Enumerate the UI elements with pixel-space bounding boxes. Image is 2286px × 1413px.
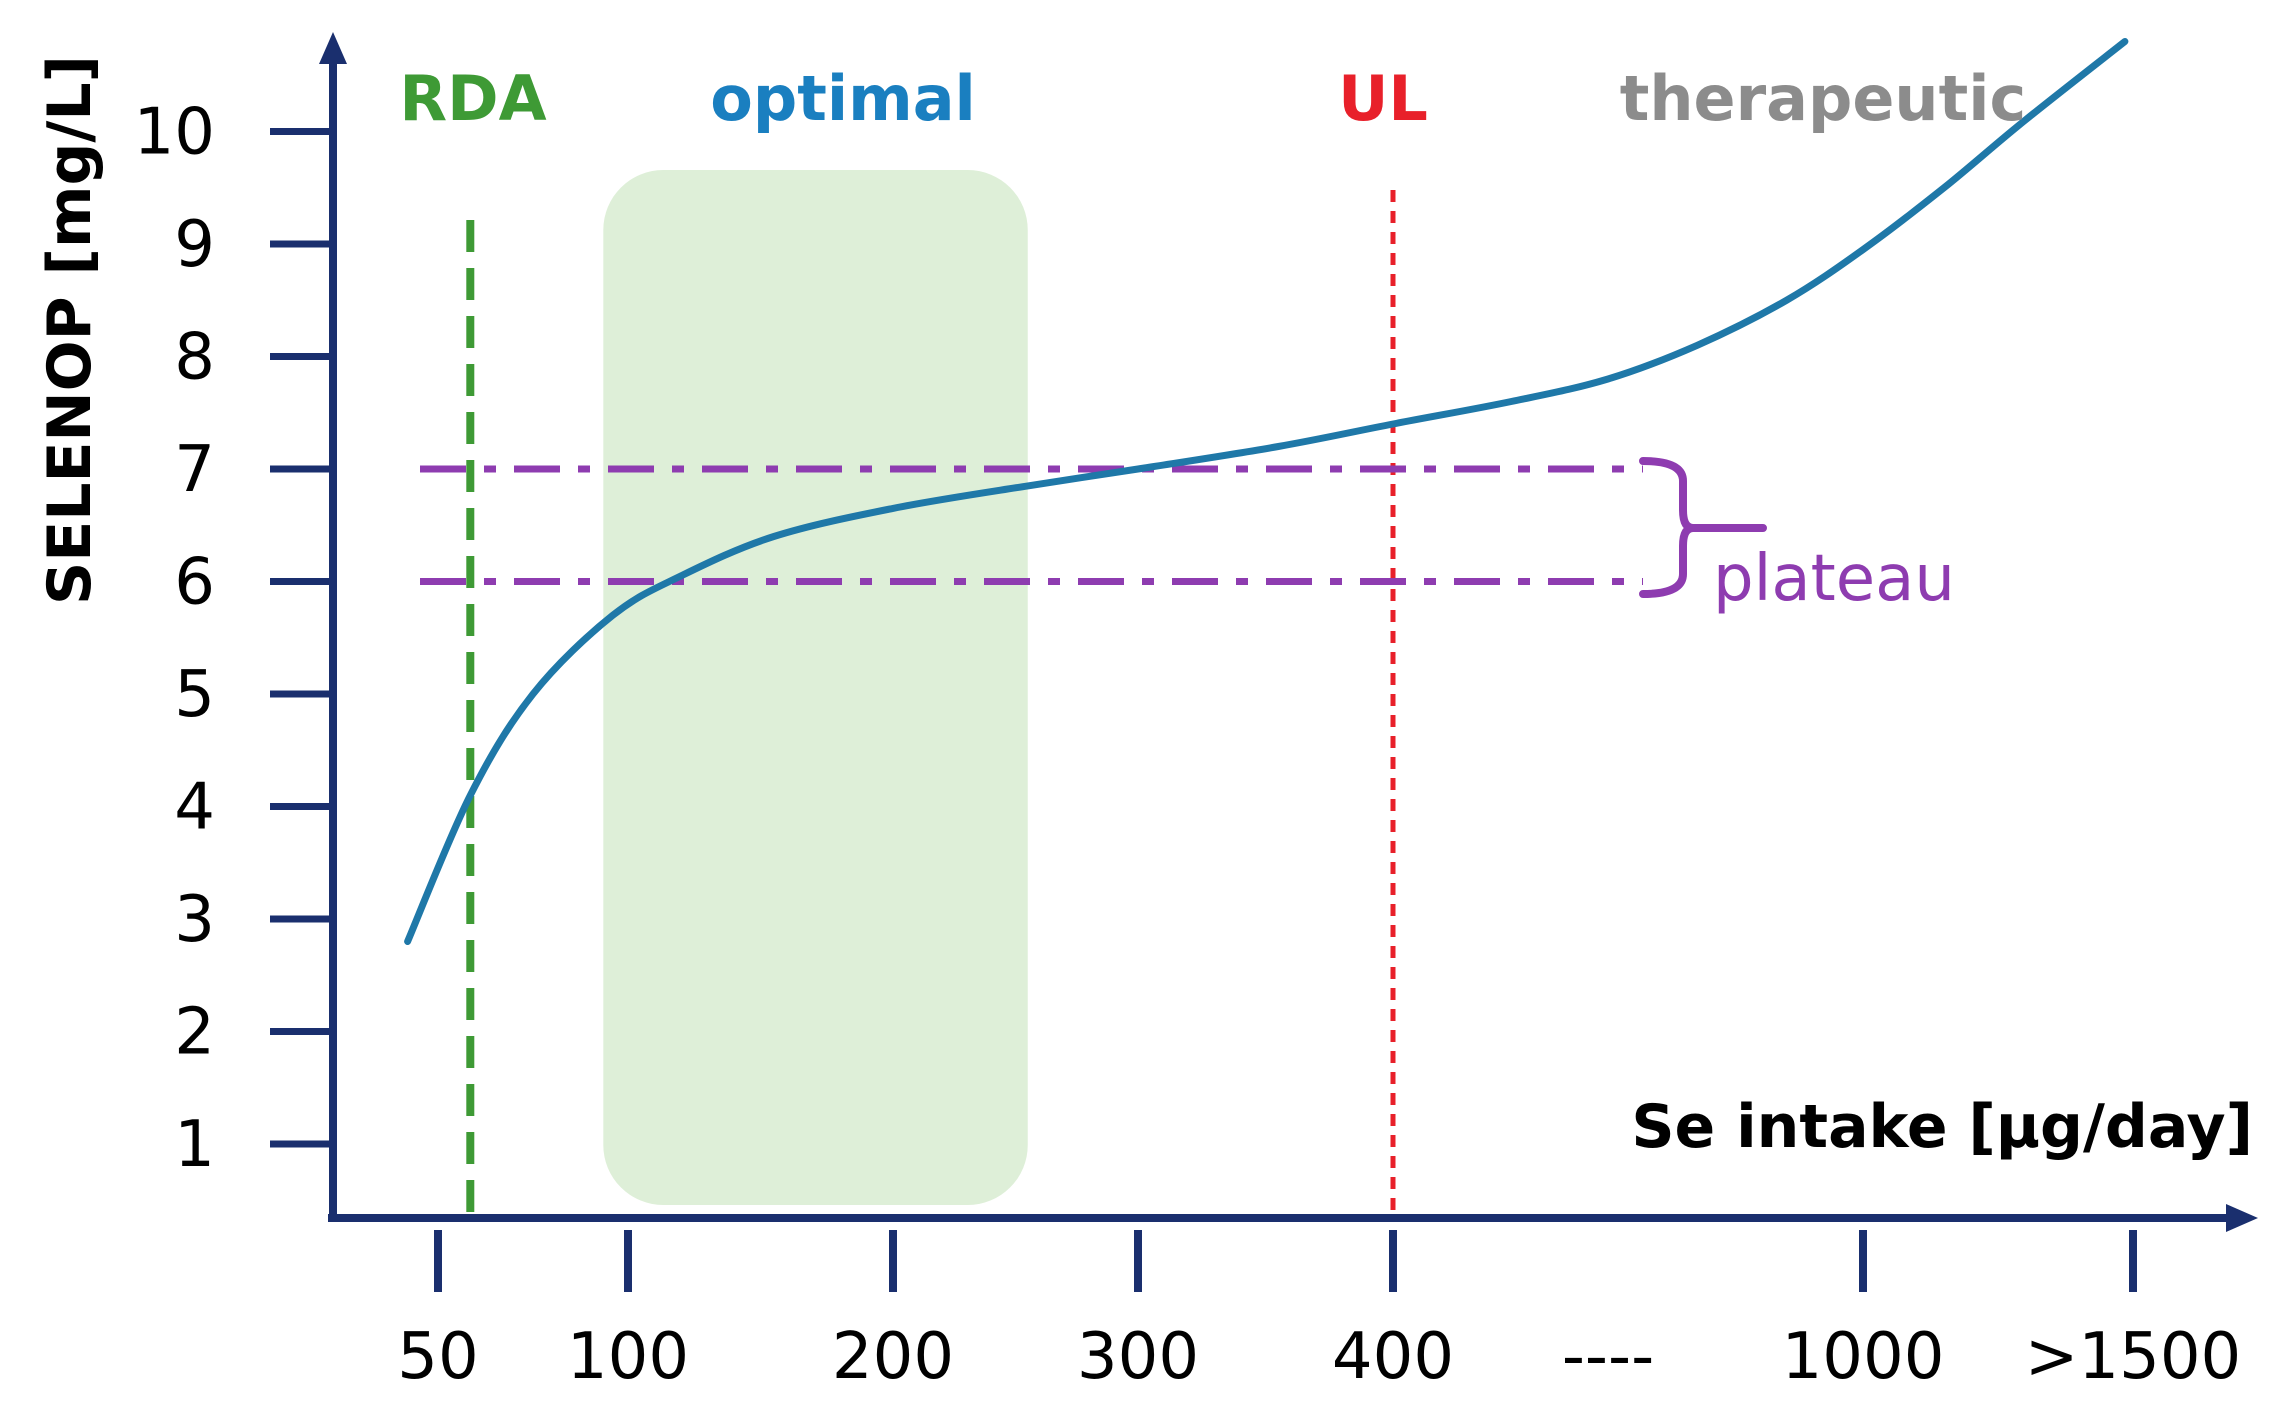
therapeutic-label: therapeutic [1620,62,2026,135]
y-tick-label-7: 7 [174,433,215,507]
x-tick-label-7: >1500 [2025,1320,2242,1394]
x-axis-arrow [2226,1204,2258,1232]
y-tick-label-4: 4 [174,771,215,845]
y-tick-label-2: 2 [174,996,215,1070]
x-tick-label-0: 50 [397,1320,478,1394]
y-tick-label-5: 5 [174,658,215,732]
y-tick-label-6: 6 [174,546,215,620]
y-tick-label-3: 3 [174,883,215,957]
selenop-curve [404,38,2129,945]
y-ticks: 1 2 3 4 5 6 7 8 9 10 [134,96,333,1182]
x-tick-label-6: 1000 [1782,1320,1945,1394]
x-tick-label-1: 100 [567,1320,689,1394]
x-tick-label-5: ---- [1562,1320,1654,1394]
rda-label: RDA [399,62,546,135]
ul-label: UL [1338,62,1428,135]
plateau-label: plateau [1713,542,1955,616]
y-tick-label-1: 1 [174,1108,215,1182]
plateau-lines [420,465,1643,585]
optimal-band [603,170,1028,1205]
x-tick-label-2: 200 [832,1320,954,1394]
x-tick-label-3: 300 [1077,1320,1199,1394]
y-axis-arrow [319,32,347,64]
x-axis-title: Se intake [µg/day] [1631,1092,2253,1162]
x-tick-label-4: 400 [1332,1320,1454,1394]
region-lines [466,190,1396,1214]
y-tick-label-9: 9 [174,208,215,282]
x-ticks: 50 100 200 300 400 ---- 1000 >1500 [397,1230,2241,1394]
y-tick-label-8: 8 [174,321,215,395]
y-tick-label-10: 10 [134,96,215,170]
optimal-label: optimal [710,62,976,135]
plateau-brace [1639,457,1767,598]
y-axis-title: SELENOP [mg/L] [35,55,105,605]
